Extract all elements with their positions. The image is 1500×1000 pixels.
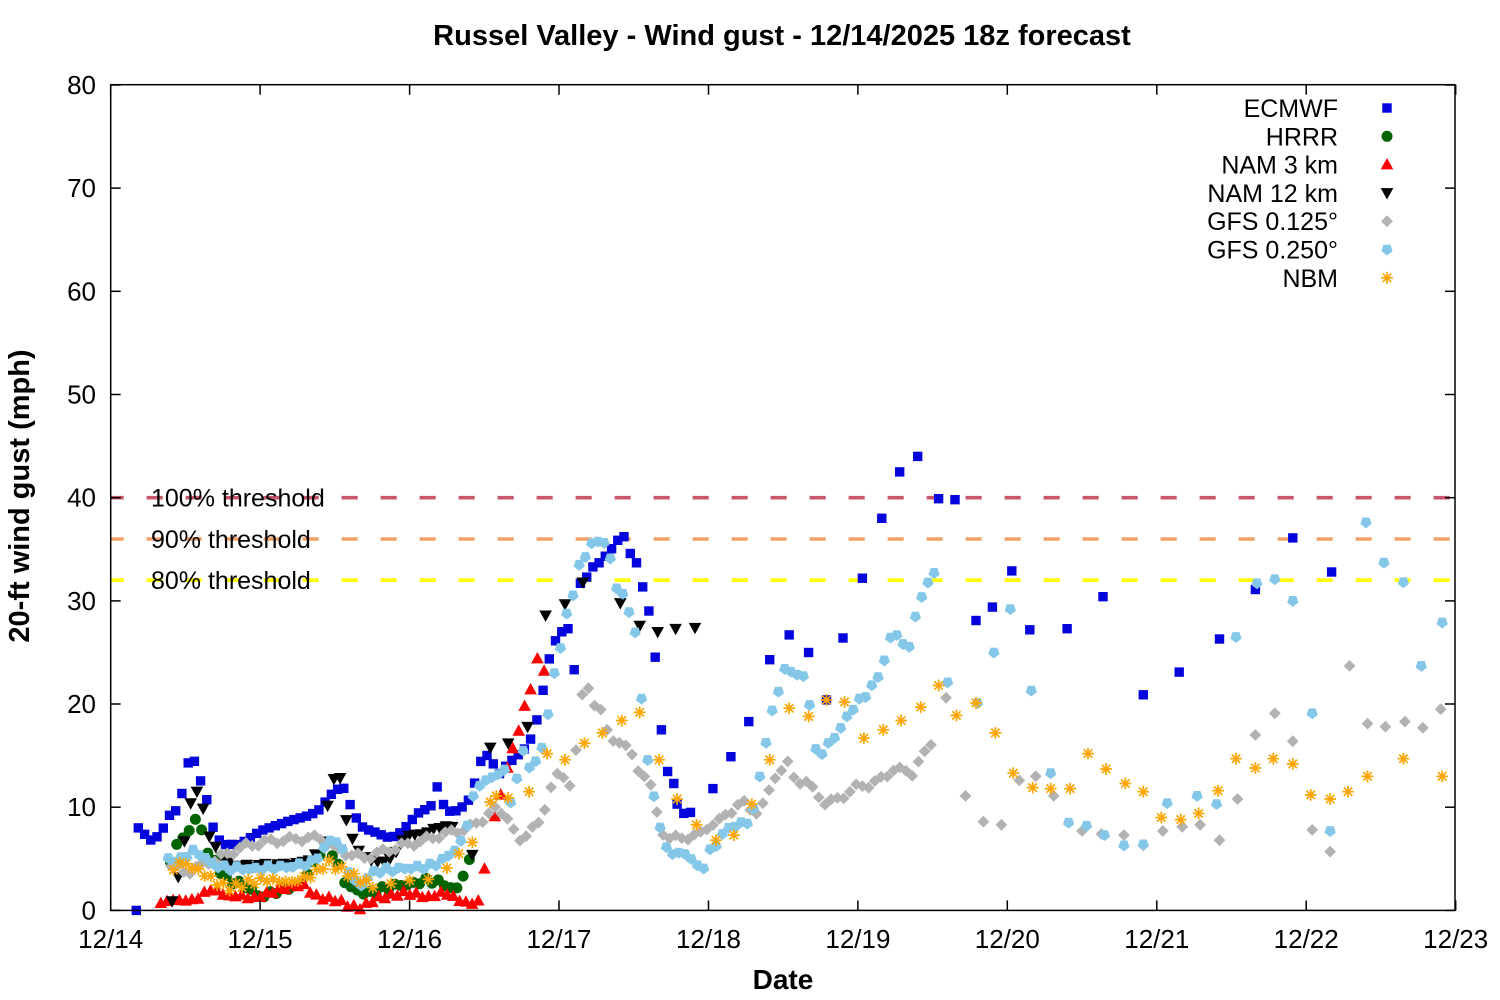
svg-text:ECMWF: ECMWF	[1244, 95, 1338, 123]
svg-text:12/21: 12/21	[1124, 924, 1189, 954]
svg-text:12/15: 12/15	[228, 924, 293, 954]
svg-text:70: 70	[67, 173, 96, 203]
svg-text:30: 30	[67, 586, 96, 616]
svg-text:12/17: 12/17	[526, 924, 591, 954]
svg-text:100% threshold: 100% threshold	[151, 485, 325, 513]
svg-text:12/19: 12/19	[825, 924, 890, 954]
svg-text:10: 10	[67, 792, 96, 822]
svg-text:20: 20	[67, 689, 96, 719]
svg-text:50: 50	[67, 380, 96, 410]
svg-text:0: 0	[82, 895, 96, 925]
svg-text:GFS 0.125°: GFS 0.125°	[1207, 208, 1338, 236]
svg-text:12/14: 12/14	[78, 924, 143, 954]
svg-text:60: 60	[67, 276, 96, 306]
svg-text:80% threshold: 80% threshold	[151, 567, 311, 595]
svg-text:20-ft wind gust (mph): 20-ft wind gust (mph)	[4, 349, 36, 642]
svg-text:HRRR: HRRR	[1266, 123, 1338, 151]
svg-text:12/22: 12/22	[1274, 924, 1339, 954]
svg-text:12/18: 12/18	[676, 924, 741, 954]
svg-text:80: 80	[67, 70, 96, 100]
svg-text:40: 40	[67, 483, 96, 513]
svg-text:NAM 12 km: NAM 12 km	[1207, 180, 1338, 208]
svg-text:12/16: 12/16	[377, 924, 442, 954]
svg-text:90% threshold: 90% threshold	[151, 526, 311, 554]
svg-text:12/23: 12/23	[1423, 924, 1488, 954]
svg-text:GFS 0.250°: GFS 0.250°	[1207, 237, 1338, 265]
svg-text:NBM: NBM	[1282, 265, 1338, 293]
svg-text:Date: Date	[753, 964, 814, 995]
svg-text:12/20: 12/20	[975, 924, 1040, 954]
svg-text:NAM 3 km: NAM 3 km	[1221, 152, 1338, 180]
svg-text:Russel Valley - Wind gust - 12: Russel Valley - Wind gust - 12/14/2025 1…	[433, 20, 1131, 52]
